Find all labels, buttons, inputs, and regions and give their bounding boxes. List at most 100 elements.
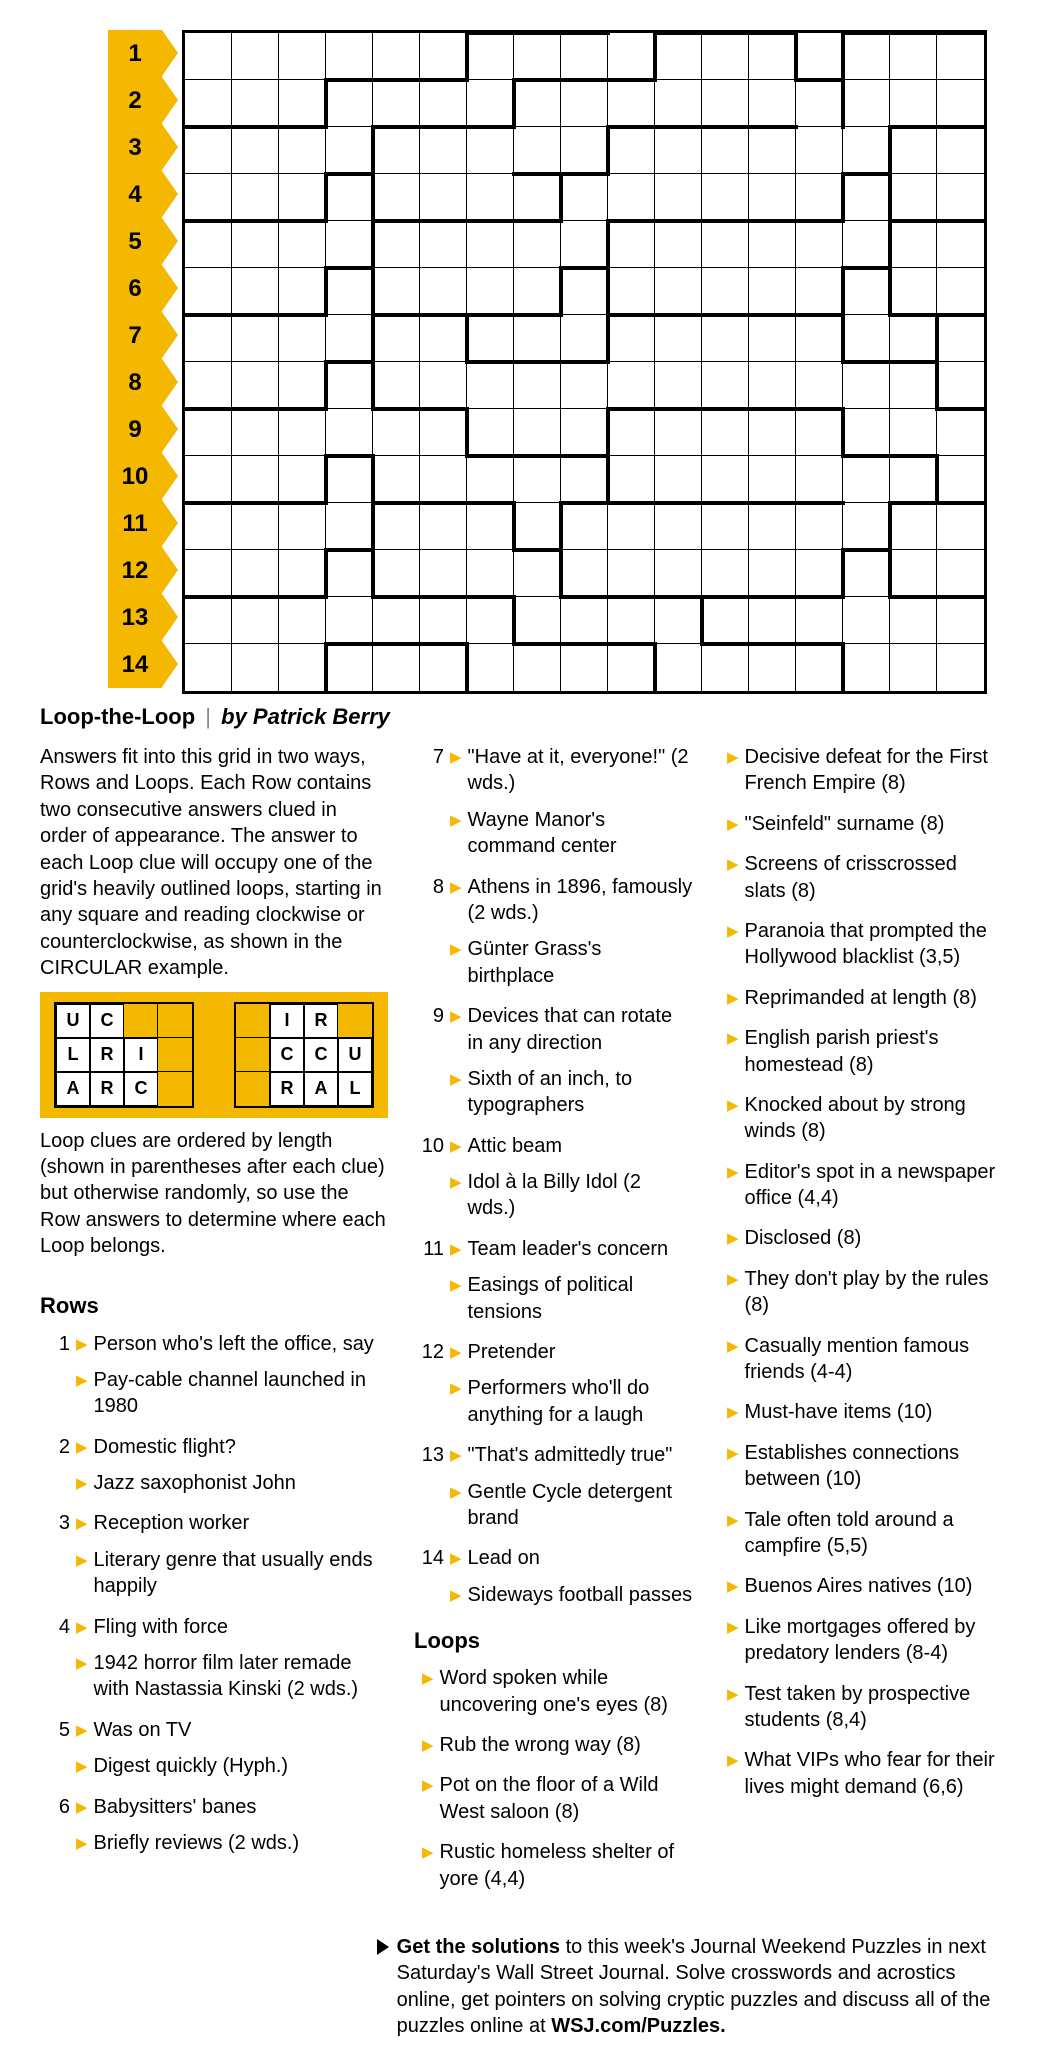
cell[interactable] <box>796 362 843 409</box>
cell[interactable] <box>326 127 373 174</box>
cell[interactable] <box>467 221 514 268</box>
cell[interactable] <box>608 456 655 503</box>
cell[interactable] <box>796 409 843 456</box>
cell[interactable] <box>467 315 514 362</box>
cell[interactable] <box>890 33 937 80</box>
cell[interactable] <box>937 550 984 597</box>
cell[interactable] <box>561 80 608 127</box>
cell[interactable] <box>655 597 702 644</box>
cell[interactable] <box>608 315 655 362</box>
cell[interactable] <box>843 315 890 362</box>
cell[interactable] <box>514 597 561 644</box>
cell[interactable] <box>561 597 608 644</box>
cell[interactable] <box>279 315 326 362</box>
cell[interactable] <box>890 80 937 127</box>
cell[interactable] <box>561 503 608 550</box>
cell[interactable] <box>843 268 890 315</box>
cell[interactable] <box>608 503 655 550</box>
cell[interactable] <box>326 644 373 691</box>
cell[interactable] <box>937 174 984 221</box>
cell[interactable] <box>608 597 655 644</box>
cell[interactable] <box>420 456 467 503</box>
cell[interactable] <box>514 174 561 221</box>
cell[interactable] <box>232 597 279 644</box>
cell[interactable] <box>702 33 749 80</box>
cell[interactable] <box>890 268 937 315</box>
cell[interactable] <box>749 503 796 550</box>
cell[interactable] <box>796 315 843 362</box>
cell[interactable] <box>185 456 232 503</box>
cell[interactable] <box>843 644 890 691</box>
cell[interactable] <box>937 33 984 80</box>
cell[interactable] <box>514 127 561 174</box>
cell[interactable] <box>749 80 796 127</box>
cell[interactable] <box>514 456 561 503</box>
cell[interactable] <box>655 174 702 221</box>
cell[interactable] <box>655 221 702 268</box>
cell[interactable] <box>514 268 561 315</box>
cell[interactable] <box>373 80 420 127</box>
cell[interactable] <box>890 597 937 644</box>
cell[interactable] <box>702 221 749 268</box>
cell[interactable] <box>843 127 890 174</box>
cell[interactable] <box>702 597 749 644</box>
cell[interactable] <box>185 268 232 315</box>
cell[interactable] <box>796 268 843 315</box>
cell[interactable] <box>185 550 232 597</box>
cell[interactable] <box>655 127 702 174</box>
cell[interactable] <box>561 456 608 503</box>
cell[interactable] <box>467 174 514 221</box>
cell[interactable] <box>420 315 467 362</box>
cell[interactable] <box>655 362 702 409</box>
cell[interactable] <box>608 80 655 127</box>
cell[interactable] <box>185 221 232 268</box>
cell[interactable] <box>232 221 279 268</box>
cell[interactable] <box>608 550 655 597</box>
cell[interactable] <box>702 127 749 174</box>
cell[interactable] <box>279 80 326 127</box>
cell[interactable] <box>702 315 749 362</box>
cell[interactable] <box>749 127 796 174</box>
cell[interactable] <box>373 456 420 503</box>
cell[interactable] <box>326 362 373 409</box>
cell[interactable] <box>420 409 467 456</box>
cell[interactable] <box>373 33 420 80</box>
cell[interactable] <box>561 268 608 315</box>
cell[interactable] <box>608 268 655 315</box>
cell[interactable] <box>185 644 232 691</box>
cell[interactable] <box>655 456 702 503</box>
cell[interactable] <box>467 362 514 409</box>
cell[interactable] <box>373 174 420 221</box>
cell[interactable] <box>843 550 890 597</box>
cell[interactable] <box>514 80 561 127</box>
cell[interactable] <box>608 33 655 80</box>
cell[interactable] <box>843 33 890 80</box>
cell[interactable] <box>420 80 467 127</box>
cell[interactable] <box>326 174 373 221</box>
cell[interactable] <box>326 409 373 456</box>
cell[interactable] <box>561 221 608 268</box>
cell[interactable] <box>279 550 326 597</box>
cell[interactable] <box>420 127 467 174</box>
cell[interactable] <box>702 409 749 456</box>
cell[interactable] <box>185 503 232 550</box>
cell[interactable] <box>749 33 796 80</box>
cell[interactable] <box>373 268 420 315</box>
cell[interactable] <box>185 80 232 127</box>
cell[interactable] <box>937 221 984 268</box>
cell[interactable] <box>467 127 514 174</box>
cell[interactable] <box>655 409 702 456</box>
cell[interactable] <box>937 503 984 550</box>
cell[interactable] <box>185 597 232 644</box>
cell[interactable] <box>326 221 373 268</box>
cell[interactable] <box>796 174 843 221</box>
cell[interactable] <box>749 315 796 362</box>
cell[interactable] <box>514 362 561 409</box>
cell[interactable] <box>185 362 232 409</box>
cell[interactable] <box>655 33 702 80</box>
cell[interactable] <box>608 127 655 174</box>
cell[interactable] <box>232 315 279 362</box>
cell[interactable] <box>937 315 984 362</box>
cell[interactable] <box>890 174 937 221</box>
cell[interactable] <box>561 362 608 409</box>
